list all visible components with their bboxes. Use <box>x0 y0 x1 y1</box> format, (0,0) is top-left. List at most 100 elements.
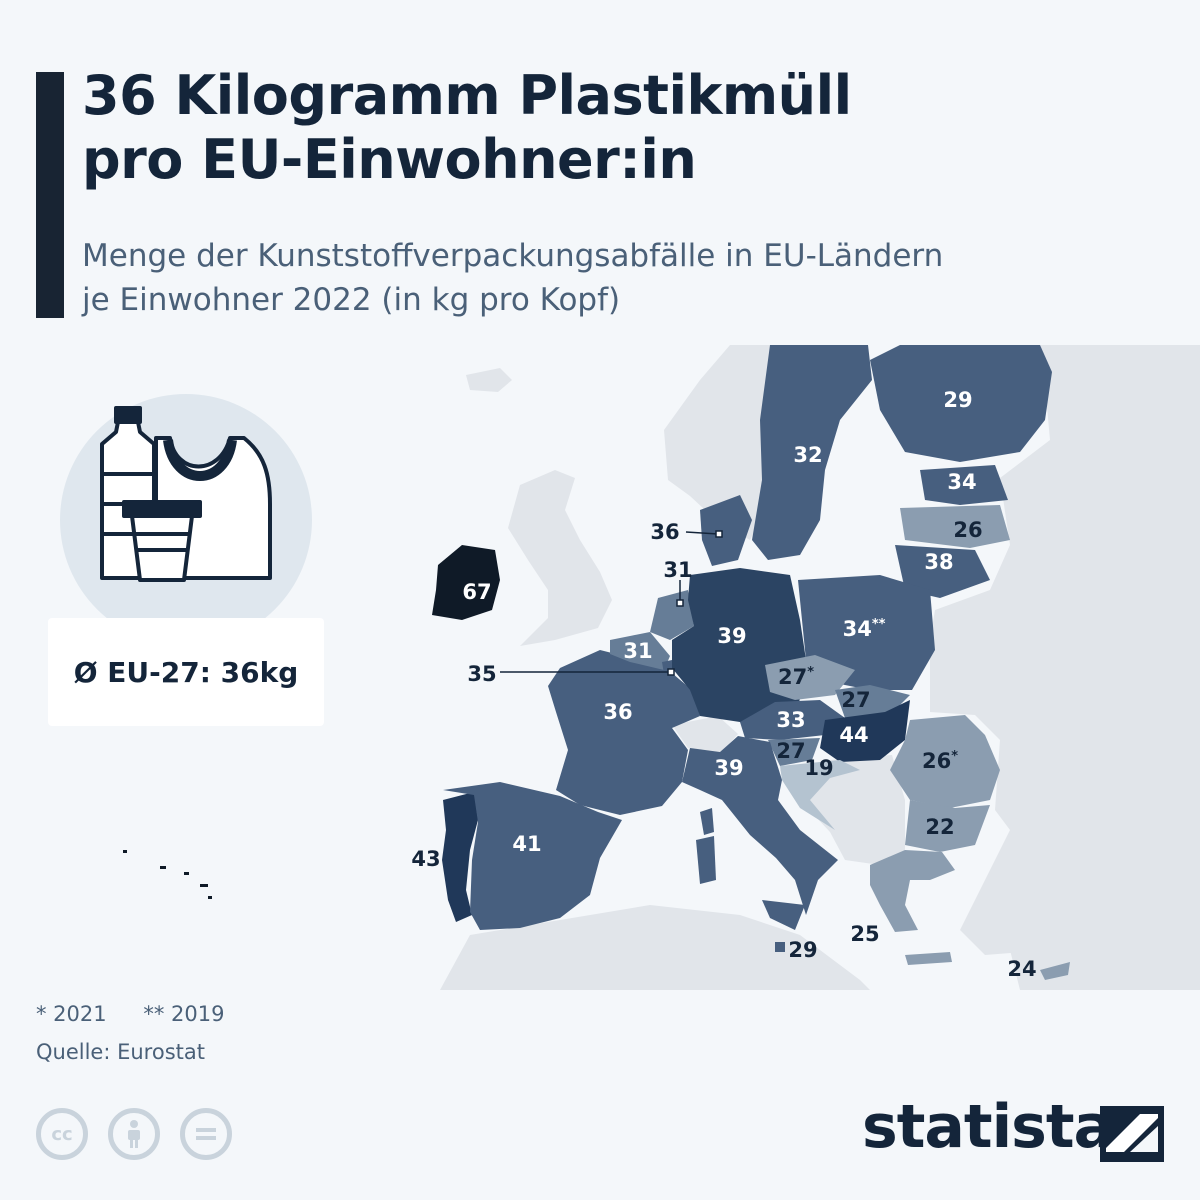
label-gr: 25 <box>850 922 879 946</box>
marker-nl <box>676 599 684 607</box>
cc-icon[interactable]: cc <box>36 1108 88 1160</box>
person-glyph <box>128 1120 140 1148</box>
marker-lu <box>667 668 675 676</box>
statista-logo[interactable]: statista <box>862 1092 1114 1162</box>
person-icon[interactable] <box>108 1108 160 1160</box>
turkey <box>975 870 1200 990</box>
label-lu: 35 <box>467 662 496 686</box>
label-pl-value: 34 <box>843 617 872 641</box>
label-hr: 19 <box>804 756 833 780</box>
island-dot <box>160 866 166 869</box>
value-labels: 67 43 41 36 31 31 35 39 36 32 29 34 26 3… <box>411 388 1036 981</box>
switzerland <box>672 716 738 752</box>
iceland <box>466 368 512 392</box>
country-greece[interactable] <box>870 850 955 932</box>
footnotes: * 2021 ** 2019 <box>36 1002 254 1026</box>
great-britain <box>508 470 612 646</box>
eu-average-label: Ø EU-27: 36kg <box>73 655 299 689</box>
label-at: 33 <box>776 708 805 732</box>
country-estonia[interactable] <box>920 465 1008 505</box>
label-cz-value: 27 <box>778 665 807 689</box>
label-ro-value: 26 <box>922 749 951 773</box>
label-es: 41 <box>512 832 541 856</box>
accent-bar <box>36 72 64 318</box>
country-italy[interactable] <box>682 736 838 915</box>
label-cz-note: * <box>807 665 814 680</box>
country-croatia[interactable] <box>780 760 860 830</box>
label-fi: 29 <box>943 388 972 412</box>
island-corsica[interactable] <box>700 808 714 835</box>
label-it: 39 <box>714 756 743 780</box>
cup-icon <box>122 500 202 582</box>
page-title: 36 Kilogramm Plastikmüll pro EU-Einwohne… <box>82 64 852 192</box>
atlantic-islands <box>123 850 212 899</box>
label-bg: 22 <box>925 815 954 839</box>
country-latvia[interactable] <box>900 505 1010 548</box>
island-sicily[interactable] <box>762 900 805 930</box>
leader-lines <box>500 531 719 673</box>
label-pl-note: ** <box>872 617 886 632</box>
island-crete[interactable] <box>905 952 952 965</box>
equals-glyph <box>196 1128 216 1140</box>
eastern-europe-land <box>930 345 1200 990</box>
title-line-2: pro EU-Einwohner:in <box>82 128 697 191</box>
label-fr: 36 <box>603 700 632 724</box>
country-belgium[interactable] <box>610 632 670 670</box>
label-se: 32 <box>793 443 822 467</box>
island-dot <box>123 850 127 853</box>
leader-dk <box>685 531 719 535</box>
subtitle-line-1: Menge der Kunststoffverpackungsabfälle i… <box>82 238 944 274</box>
island-dot <box>208 896 212 899</box>
subtitle-line-2: je Einwohner 2022 (in kg pro Kopf) <box>82 282 621 318</box>
north-africa <box>440 905 870 990</box>
country-malta[interactable] <box>775 942 785 952</box>
footnote-2019: ** 2019 <box>143 1002 225 1026</box>
footnote-2021: * 2021 <box>36 1002 107 1026</box>
markers <box>667 530 723 676</box>
label-hu: 44 <box>839 723 868 747</box>
country-austria[interactable] <box>740 700 845 740</box>
label-lv: 26 <box>953 518 982 542</box>
country-denmark[interactable] <box>700 495 752 566</box>
eu-average-box: Ø EU-27: 36kg <box>48 618 324 726</box>
label-ro-note: * <box>951 749 958 764</box>
country-cyprus[interactable] <box>1040 962 1070 980</box>
label-ro: 26* <box>922 749 958 773</box>
label-be: 31 <box>623 639 652 663</box>
country-ireland[interactable] <box>432 545 500 620</box>
label-cz: 27* <box>778 665 814 689</box>
statista-mark-icon[interactable] <box>1100 1106 1164 1162</box>
label-ie: 67 <box>462 580 491 604</box>
faroe-islands <box>489 378 496 386</box>
source-note: Quelle: Eurostat <box>36 1040 205 1064</box>
label-lt: 38 <box>924 550 953 574</box>
label-nl: 31 <box>663 558 692 582</box>
label-mt: 29 <box>788 938 817 962</box>
country-bulgaria[interactable] <box>905 800 990 852</box>
country-sweden[interactable] <box>752 345 872 560</box>
label-cy: 24 <box>1007 957 1036 981</box>
country-romania[interactable] <box>890 715 1000 808</box>
country-spain[interactable] <box>443 782 622 930</box>
label-pl: 34** <box>843 617 886 641</box>
country-france[interactable] <box>548 650 700 815</box>
country-finland[interactable] <box>870 345 1052 462</box>
title-line-1: 36 Kilogramm Plastikmüll <box>82 64 852 127</box>
country-lithuania[interactable] <box>895 545 990 598</box>
label-dk: 36 <box>650 520 679 544</box>
island-sardinia[interactable] <box>696 836 716 884</box>
island-dot <box>200 884 208 887</box>
marker-dk <box>715 530 723 538</box>
country-poland[interactable] <box>798 575 935 690</box>
country-portugal[interactable] <box>442 792 478 922</box>
equals-icon[interactable] <box>180 1108 232 1160</box>
label-si: 27 <box>776 739 805 763</box>
label-pt: 43 <box>411 847 440 871</box>
label-de: 39 <box>717 624 746 648</box>
label-sk: 27 <box>841 688 870 712</box>
country-slovenia[interactable] <box>768 738 820 766</box>
country-czechia[interactable] <box>765 655 855 700</box>
country-hungary[interactable] <box>820 700 910 762</box>
plastic-icons <box>100 406 272 582</box>
